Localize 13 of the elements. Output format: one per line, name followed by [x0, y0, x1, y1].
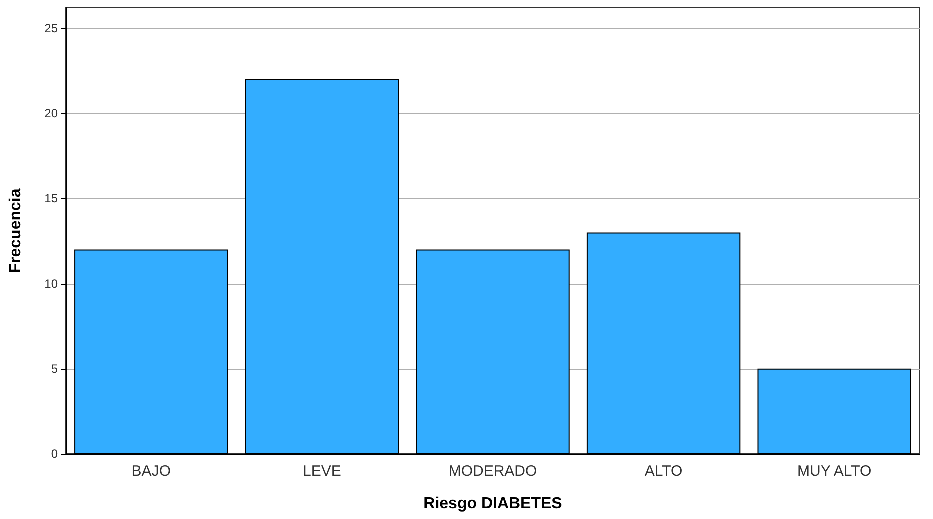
y-tick-label: 5: [51, 362, 58, 376]
y-tick-label: 25: [44, 21, 58, 36]
x-tick-label: BAJO: [132, 463, 171, 480]
x-axis-title: Riesgo DIABETES: [424, 496, 563, 512]
y-tick-label: 0: [51, 447, 58, 461]
x-tick-label: MODERADO: [448, 463, 538, 480]
x-tick-label: ALTO: [644, 463, 683, 480]
x-tick-label: LEVE: [303, 463, 342, 480]
y-tick-label: 20: [44, 106, 58, 121]
y-tick-label: 10: [44, 276, 58, 291]
y-axis-title: Frecuencia: [8, 188, 24, 274]
y-tick-label: 15: [44, 192, 58, 206]
x-tick-label: MUY ALTO: [798, 463, 872, 480]
